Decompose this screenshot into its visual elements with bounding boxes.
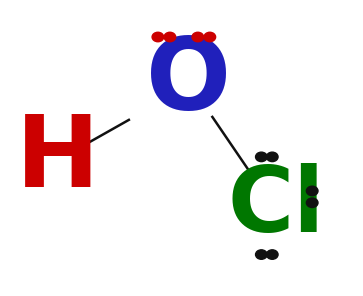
Text: O: O: [146, 34, 231, 131]
Circle shape: [204, 32, 216, 42]
Circle shape: [164, 32, 176, 42]
Circle shape: [152, 32, 164, 42]
Circle shape: [306, 198, 318, 207]
Circle shape: [256, 152, 267, 162]
Circle shape: [306, 186, 318, 196]
Circle shape: [266, 152, 278, 162]
Circle shape: [256, 250, 267, 259]
Circle shape: [192, 32, 204, 42]
Text: H: H: [16, 111, 100, 208]
Text: Cl: Cl: [227, 163, 325, 251]
Circle shape: [266, 250, 278, 259]
